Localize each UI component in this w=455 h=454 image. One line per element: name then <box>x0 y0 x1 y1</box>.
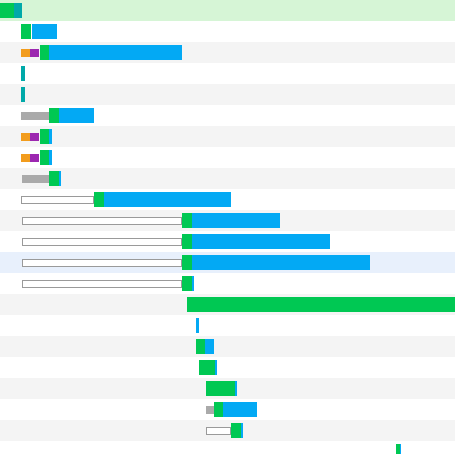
timing-segment-ssl <box>21 87 25 102</box>
timing-segment-wait <box>40 45 49 60</box>
timing-segment-wait <box>182 213 192 228</box>
timing-segment-receive <box>59 171 61 186</box>
timing-segment-outline <box>22 238 182 246</box>
request-row[interactable] <box>0 42 455 63</box>
timing-segment-receive <box>192 276 194 291</box>
timing-segment-receive <box>205 339 214 354</box>
request-row[interactable] <box>0 63 455 84</box>
request-row[interactable] <box>0 399 455 420</box>
timing-segment-outline <box>206 427 231 435</box>
timing-segment-receive <box>192 213 280 228</box>
timing-segment-connect <box>30 133 39 141</box>
timing-segment-receive <box>59 108 94 123</box>
timing-segment-wait <box>214 402 223 417</box>
timing-segment-wait <box>196 339 206 354</box>
timing-segment-receive <box>192 255 370 270</box>
timing-segment-wait <box>40 129 50 144</box>
request-row[interactable] <box>0 294 455 315</box>
timing-segment-wait <box>199 360 215 375</box>
timing-segment-wait <box>21 24 31 39</box>
request-row[interactable] <box>0 357 455 378</box>
request-row[interactable] <box>0 231 455 252</box>
timing-segment-receive <box>49 45 182 60</box>
request-row[interactable] <box>0 378 455 399</box>
timing-segment-wait <box>182 255 192 270</box>
timing-segment-outline <box>22 259 182 267</box>
request-row[interactable] <box>0 105 455 126</box>
request-row[interactable] <box>0 420 455 441</box>
request-row[interactable] <box>0 21 455 42</box>
timing-segment-receive <box>241 423 243 438</box>
timing-segment-wait <box>182 234 192 249</box>
timing-segment-receive <box>400 444 401 454</box>
timing-segment-dns <box>21 133 30 141</box>
timing-segment-outline <box>22 280 182 288</box>
request-row[interactable] <box>0 252 455 273</box>
timing-segment-wait <box>187 297 455 312</box>
timing-segment-wait <box>40 150 50 165</box>
timing-segment-wait <box>49 108 59 123</box>
timing-segment-outline <box>21 196 94 204</box>
timing-segment-receive <box>215 360 217 375</box>
timing-segment-receive <box>104 192 231 207</box>
timing-segment-ssl <box>21 66 25 81</box>
request-row[interactable] <box>0 168 455 189</box>
request-row[interactable] <box>0 273 455 294</box>
timing-segment-blocked <box>21 112 49 120</box>
timing-segment-receive <box>196 318 199 333</box>
timing-segment-outline <box>22 217 182 225</box>
timing-segment-wait <box>182 276 192 291</box>
request-row[interactable] <box>0 315 455 336</box>
request-row[interactable] <box>0 336 455 357</box>
request-row[interactable] <box>0 0 455 21</box>
timing-segment-ssl <box>14 3 22 18</box>
request-row[interactable] <box>0 441 455 454</box>
timing-segment-wait <box>0 3 14 18</box>
timing-segment-dns <box>21 154 30 162</box>
timing-segment-wait <box>49 171 59 186</box>
timing-segment-blocked <box>22 175 49 183</box>
timing-segment-wait <box>206 381 235 396</box>
timing-segment-dns <box>21 49 30 57</box>
request-row[interactable] <box>0 84 455 105</box>
timing-segment-receive <box>49 129 52 144</box>
request-row[interactable] <box>0 147 455 168</box>
timing-segment-receive <box>32 24 57 39</box>
timing-segment-wait <box>231 423 241 438</box>
request-row[interactable] <box>0 210 455 231</box>
timing-segment-receive <box>235 381 237 396</box>
request-row[interactable] <box>0 126 455 147</box>
request-row[interactable] <box>0 189 455 210</box>
timing-segment-receive <box>49 150 52 165</box>
timing-segment-blocked <box>206 406 214 414</box>
timing-segment-receive <box>223 402 257 417</box>
timing-segment-connect <box>30 154 39 162</box>
timing-segment-wait <box>94 192 104 207</box>
timing-segment-connect <box>30 49 39 57</box>
timing-segment-receive <box>192 234 330 249</box>
timing-segment-wait <box>396 444 400 454</box>
